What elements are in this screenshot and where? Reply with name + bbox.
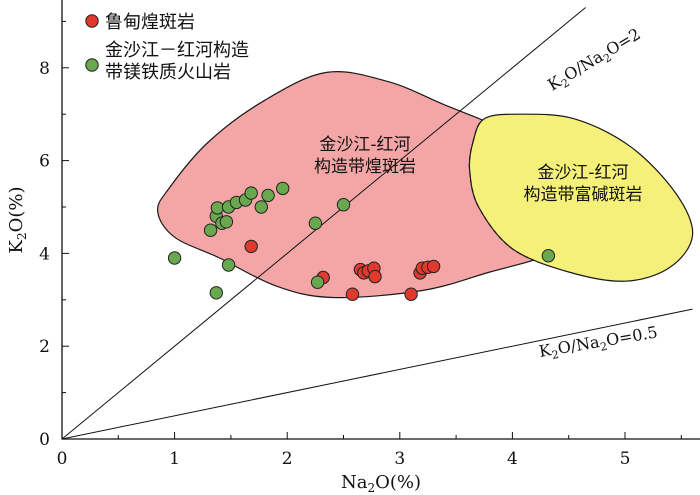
axes-layer: 0 1 2 3 4 5 0 2 4 6 8 Na2O(%) K2O(%) [6,0,700,495]
series-1-point [345,287,360,301]
y-tick-label: 4 [39,244,50,264]
series-2-point [210,201,225,215]
series-1-point [368,269,382,284]
legend-marker-series-2 [85,58,99,72]
series-2-point [167,251,182,265]
series-2-point [254,200,268,214]
x-tick-label: 3 [394,449,405,469]
field-label-1-line-1: 金沙江-红河 [319,135,410,155]
legend-label-series-2-line-1: 金沙江－红河构造 [105,40,249,61]
series-1-point [404,287,418,301]
series-2-point [541,249,556,263]
y-tick-label: 6 [39,152,50,172]
field-label-2-line-2: 构造带富碱斑岩 [524,185,643,205]
y-tick-label: 2 [39,337,50,357]
x-axis-title: Na2O(%) [341,472,421,495]
y-axis-title: K2O(%) [6,187,29,254]
series-2-point [308,216,323,230]
series-2-point [221,258,236,272]
x-tick-label: 1 [169,449,180,469]
field-label-2-line-1: 金沙江-红河 [537,163,628,183]
y-tick-label: 0 [39,430,50,450]
series-2-point [219,215,234,229]
legend-marker-series-1 [85,14,99,28]
x-tick-label: 5 [620,449,631,469]
series-1-point [426,259,441,274]
points-layer [167,181,556,301]
y-tick-label: 8 [39,59,50,79]
series-2-point [310,275,325,289]
series-2-point [261,188,275,203]
fields-layer [156,71,694,299]
series-2-point [209,286,224,300]
series-2-point [244,186,258,200]
series-2-point [276,181,290,196]
x-tick-label: 4 [507,449,518,469]
field-label-1-line-2: 构造带煌斑岩 [314,157,416,177]
legend-label-series-1: 鲁甸煌斑岩 [105,12,195,33]
series-2-point [203,223,218,237]
reference-lines-layer [62,7,693,439]
reference-line-label-1: K2O/Na2O=2 [544,24,645,97]
series-1-point [244,239,258,254]
x-tick-label: 0 [57,449,68,469]
reference-line-1 [62,7,586,439]
x-tick-label: 2 [282,449,293,469]
legend-label-series-2-line-2: 带镁铁质火山岩 [105,62,231,83]
reference-line-2 [62,308,693,439]
series-2-point [336,198,351,212]
